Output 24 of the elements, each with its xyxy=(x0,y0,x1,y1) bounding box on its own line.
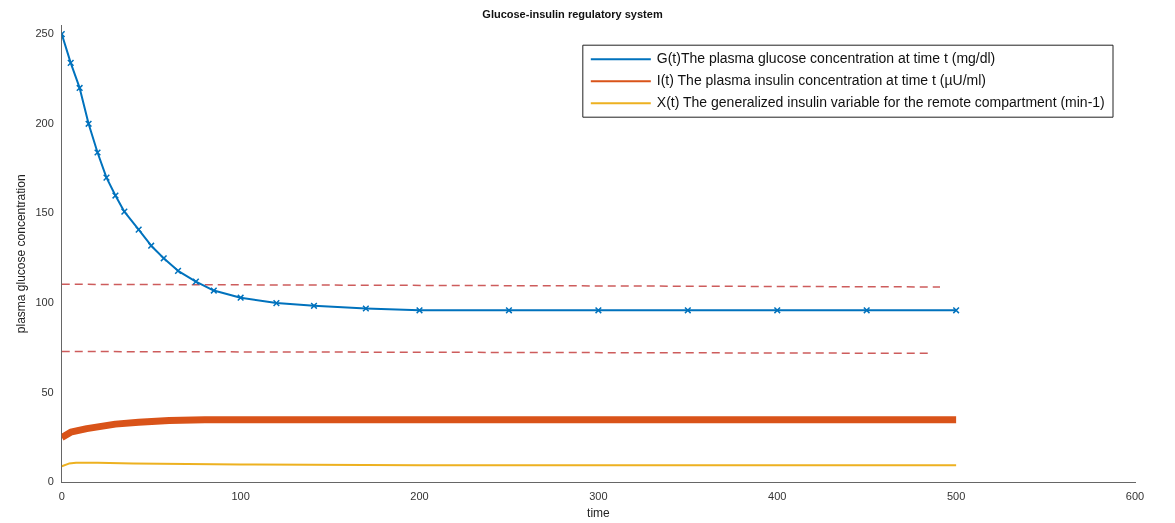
y-tick-label: 50 xyxy=(41,385,54,398)
point xyxy=(120,208,128,216)
point xyxy=(863,306,871,314)
legend-label: X(t) The generalized insulin variable for the remote compartment (min-1) xyxy=(656,94,1105,111)
chart-title: Glucose-insulin regulatory system xyxy=(482,7,663,20)
x-tick-label: 300 xyxy=(589,490,608,503)
y-tick-label: 0 xyxy=(47,475,54,488)
y-tick-label: 250 xyxy=(35,27,54,40)
legend-label: G(t)The plasma glucose concentration at time t (mg/dl) xyxy=(656,50,996,67)
x-tick-label: 0 xyxy=(58,490,65,503)
y-tick-label: 150 xyxy=(35,206,54,219)
x-tick-label: 500 xyxy=(946,490,966,503)
x-tick-label: 400 xyxy=(768,490,787,503)
y-tick-label: 200 xyxy=(35,116,54,129)
x-tick-label: 600 xyxy=(1125,490,1145,503)
x-tick-label: 100 xyxy=(231,490,250,503)
x-tick-label: 200 xyxy=(410,490,429,503)
x-axis-title: time xyxy=(587,506,611,521)
point xyxy=(773,306,781,314)
point xyxy=(93,148,102,157)
y-axis-title: plasma glucose concentration xyxy=(13,174,28,334)
y-tick-label: 100 xyxy=(35,296,54,309)
legend-label: I(t) The plasma insulin concentration at time t (µU/ml) xyxy=(656,72,986,89)
point xyxy=(160,254,168,262)
